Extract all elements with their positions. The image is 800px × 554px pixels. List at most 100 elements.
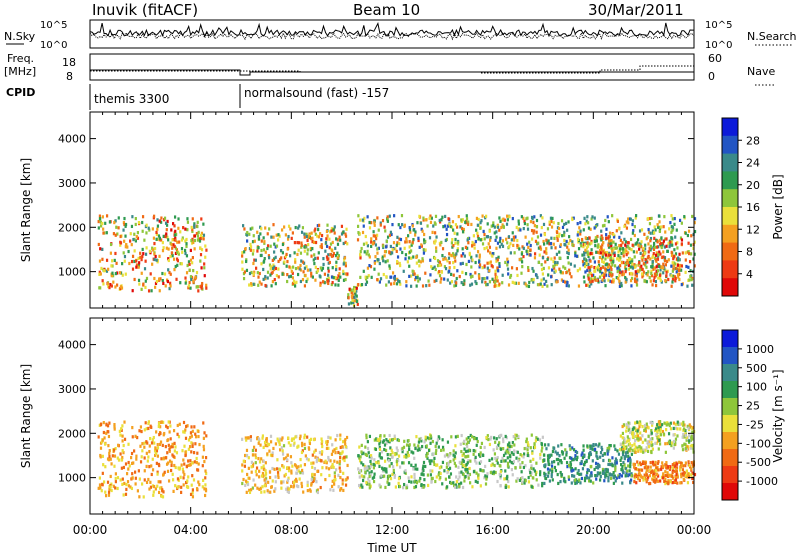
heatmap-cell xyxy=(183,444,186,448)
heatmap-cell xyxy=(285,252,288,257)
heatmap-cell xyxy=(486,276,489,280)
heatmap-cell xyxy=(621,481,624,485)
heatmap-cell xyxy=(428,236,432,240)
heatmap-cell xyxy=(413,485,416,490)
heatmap-cell xyxy=(176,263,179,267)
heatmap-cell xyxy=(506,263,509,267)
heatmap-cell xyxy=(551,469,554,474)
heatmap-cell xyxy=(371,476,374,480)
heatmap-cell xyxy=(652,241,656,246)
heatmap-cell xyxy=(286,272,289,277)
heatmap-cell xyxy=(507,272,510,276)
heatmap-cell xyxy=(327,458,330,462)
heatmap-cell xyxy=(429,441,432,445)
heatmap-cell xyxy=(368,226,372,230)
heatmap-cell xyxy=(130,451,134,456)
heatmap-cell xyxy=(122,465,125,470)
heatmap-cell xyxy=(609,265,613,269)
heatmap-cell xyxy=(462,472,465,477)
heatmap-cell xyxy=(149,424,152,428)
heatmap-cell xyxy=(99,217,102,221)
heatmap-cell xyxy=(297,266,300,270)
heatmap-cell xyxy=(619,434,622,438)
heatmap-cell xyxy=(326,234,329,238)
heatmap-cell xyxy=(498,262,501,266)
heatmap-cell xyxy=(285,487,288,491)
heatmap-cell xyxy=(596,265,600,269)
heatmap-cell xyxy=(556,230,559,235)
heatmap-cell xyxy=(459,225,462,229)
heatmap-cell xyxy=(440,270,444,274)
heatmap-cell xyxy=(172,489,175,493)
heatmap-cell xyxy=(454,444,457,448)
heatmap-cell xyxy=(303,463,307,467)
heatmap-cell xyxy=(580,476,584,481)
heatmap-cell xyxy=(252,234,255,238)
heatmap-cell xyxy=(509,275,512,279)
heatmap-cell xyxy=(654,258,657,262)
heatmap-cell xyxy=(496,266,499,270)
heatmap-cell xyxy=(598,275,602,279)
heatmap-cell xyxy=(159,431,162,435)
heatmap-cell xyxy=(300,259,303,263)
heatmap-cell xyxy=(263,484,266,488)
heatmap-cell xyxy=(693,472,697,477)
heatmap-cell xyxy=(358,232,361,236)
heatmap-cell xyxy=(265,440,268,444)
heatmap-cell xyxy=(679,461,683,465)
heatmap-cell xyxy=(245,448,249,453)
heatmap-cell xyxy=(145,231,148,235)
heatmap-cell xyxy=(385,283,388,287)
heatmap-cell xyxy=(533,252,537,256)
heatmap-cell xyxy=(474,436,477,440)
heatmap-cell xyxy=(277,275,280,279)
heatmap-cell xyxy=(585,261,588,266)
heatmap-cell xyxy=(336,256,339,260)
heatmap-cell xyxy=(402,445,406,449)
heatmap-cell xyxy=(550,257,553,261)
heatmap-cell xyxy=(648,222,652,226)
heatmap-cell xyxy=(660,236,663,240)
heatmap-cell xyxy=(144,421,147,425)
heatmap-cell xyxy=(692,425,695,430)
heatmap-cell xyxy=(397,223,400,227)
heatmap-cell xyxy=(331,266,334,270)
heatmap-cell xyxy=(620,456,623,460)
velocity-ylabel: Slant Range [km] xyxy=(19,364,33,468)
heatmap-cell xyxy=(153,276,156,281)
heatmap-cell xyxy=(363,467,366,471)
heatmap-cell xyxy=(320,243,323,247)
heatmap-cell xyxy=(529,459,532,463)
heatmap-cell xyxy=(647,227,650,232)
heatmap-cell xyxy=(672,433,675,437)
heatmap-cell xyxy=(681,463,684,468)
heatmap-cell xyxy=(624,275,627,280)
heatmap-cell xyxy=(571,217,574,222)
heatmap-cell xyxy=(543,464,546,468)
power-colorbar-label: Power [dB] xyxy=(771,174,785,239)
heatmap-cell xyxy=(313,476,316,481)
heatmap-cell xyxy=(177,217,180,221)
heatmap-cell xyxy=(350,301,353,305)
heatmap-cell xyxy=(435,246,438,250)
heatmap-cell xyxy=(368,255,371,259)
heatmap-cell xyxy=(393,214,396,218)
heatmap-cell xyxy=(447,461,450,465)
heatmap-cell xyxy=(119,243,122,247)
heatmap-cell xyxy=(662,225,665,229)
heatmap-cell xyxy=(630,474,633,478)
heatmap-cell xyxy=(195,460,198,465)
heatmap-cell xyxy=(337,274,340,278)
heatmap-cell xyxy=(290,461,293,465)
heatmap-cell xyxy=(272,223,275,227)
heatmap-cell xyxy=(310,271,313,275)
heatmap-cell xyxy=(671,228,674,232)
heatmap-cell xyxy=(397,438,401,443)
heatmap-cell xyxy=(579,220,582,225)
heatmap-cell xyxy=(282,444,286,448)
heatmap-cell xyxy=(654,283,658,288)
heatmap-cell xyxy=(465,262,468,267)
heatmap-cell xyxy=(466,238,469,242)
heatmap-cell xyxy=(500,459,503,463)
heatmap-cell xyxy=(635,250,638,254)
